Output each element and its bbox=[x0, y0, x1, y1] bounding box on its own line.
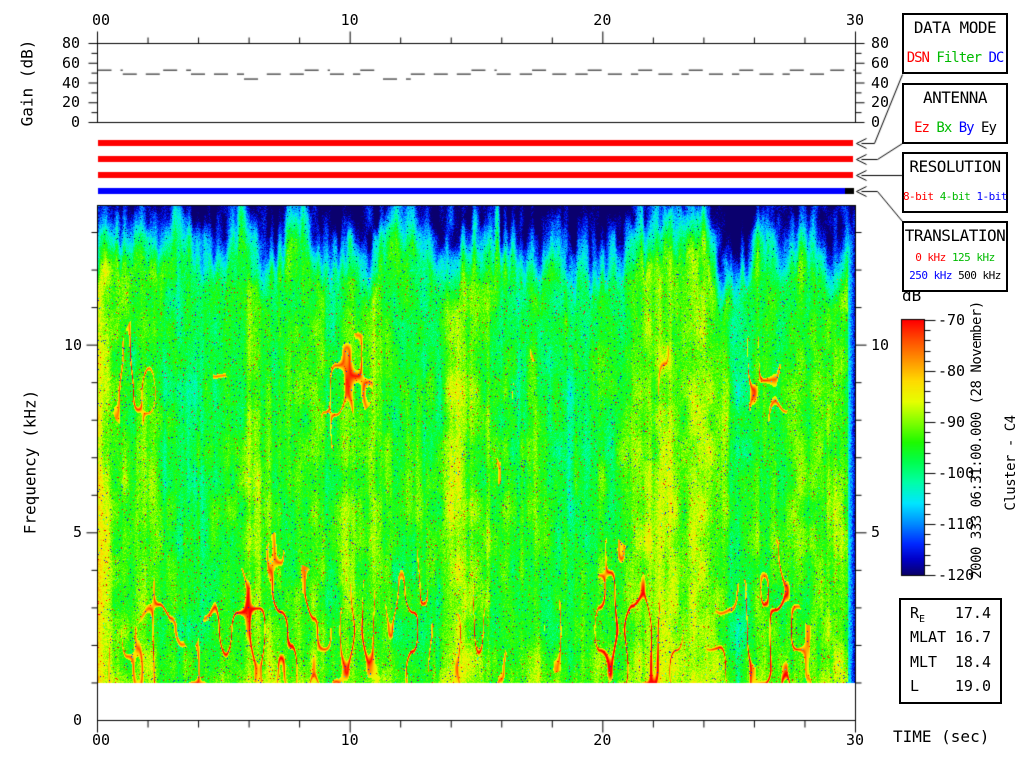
gain-ytick-label-left: 80 bbox=[61, 34, 80, 52]
resolution-title: RESOLUTION bbox=[909, 157, 1001, 176]
colorbar-tick-label: -70 bbox=[938, 311, 966, 329]
ephemeris-row: RE 17.4 bbox=[901, 604, 1000, 625]
translation-option-line: 250 kHz 500 kHz bbox=[909, 267, 1001, 285]
colorbar-tick-label: -120 bbox=[938, 566, 975, 584]
freq-tick-label-left: 0 bbox=[72, 711, 82, 729]
freq-tick-label-left: 10 bbox=[63, 335, 82, 354]
ephemeris-label: MLT bbox=[910, 652, 938, 671]
ephemeris-row: MLT 18.4 bbox=[901, 653, 1000, 674]
gain-top-tick-label: 00 bbox=[91, 11, 111, 29]
freq-tick-label-right: 5 bbox=[871, 523, 881, 542]
frequency-axis-label: Frequency (kHz) bbox=[20, 389, 40, 535]
data-mode-option: Filter bbox=[936, 50, 982, 66]
antenna-box: ANTENNA Ez Bx By Ey bbox=[902, 83, 1008, 144]
time-axis-label: TIME (sec) bbox=[893, 727, 990, 746]
gain-ytick-label-left: 40 bbox=[61, 73, 80, 92]
translation-box: TRANSLATION 0 kHz 125 kHz 250 kHz 500 kHz bbox=[902, 221, 1008, 292]
resolution-options: 8-bit 4-bit 1-bit bbox=[902, 188, 1008, 206]
translation-title: TRANSLATION bbox=[904, 226, 1006, 245]
antenna-option: Ey bbox=[981, 120, 997, 136]
datetime-label: 2000 333 06:31:00.000 (28 November) bbox=[969, 301, 985, 579]
resolution-option: 1-bit bbox=[976, 190, 1008, 203]
freq-tick-label-left: 5 bbox=[72, 523, 82, 542]
ephemeris-label: L bbox=[910, 677, 920, 696]
gain-ytick-label-right: 80 bbox=[871, 34, 890, 52]
antenna-title: ANTENNA bbox=[923, 88, 987, 107]
gain-top-tick-label: 20 bbox=[593, 11, 612, 29]
ephemeris-value: 17.4 bbox=[954, 603, 991, 622]
translation-option: 125 kHz bbox=[951, 251, 995, 264]
gain-ytick-label-left: 60 bbox=[61, 53, 80, 72]
ephemeris-value: 16.7 bbox=[954, 628, 991, 647]
colorbar-tick-label: -100 bbox=[938, 464, 975, 482]
time-tick-label: 30 bbox=[845, 731, 865, 749]
resolution-box: RESOLUTION 8-bit 4-bit 1-bit bbox=[902, 152, 1008, 213]
ephemeris-value: 18.4 bbox=[954, 652, 991, 671]
antenna-option: Ez bbox=[914, 120, 930, 136]
gain-ytick-label-right: 0 bbox=[871, 113, 881, 131]
gain-ytick-label-left: 20 bbox=[61, 93, 80, 112]
spacecraft-label: Cluster - C4 bbox=[1003, 415, 1019, 511]
resolution-option: 8-bit bbox=[902, 190, 934, 203]
translation-option: 250 kHz bbox=[909, 269, 952, 282]
antenna-option-line: Ez Bx By Ey bbox=[914, 120, 997, 137]
antenna-options: Ez Bx By Ey bbox=[904, 120, 1006, 137]
translation-option-line: 0 kHz 125 kHz bbox=[915, 249, 995, 267]
resolution-option-line: 8-bit 4-bit 1-bit bbox=[902, 188, 1008, 206]
colorbar-tick-label: -110 bbox=[938, 515, 975, 533]
ephemeris-row: L 19.0 bbox=[901, 677, 1000, 698]
antenna-option: Bx bbox=[936, 120, 952, 136]
freq-tick-label-right: 10 bbox=[871, 335, 890, 354]
data-mode-option: DC bbox=[988, 50, 1004, 66]
gain-top-tick-label: 10 bbox=[340, 11, 359, 29]
translation-option: 0 kHz bbox=[915, 251, 946, 264]
time-tick-label: 00 bbox=[91, 731, 111, 749]
gain-axis-label: Gain (dB) bbox=[17, 39, 37, 127]
gain-ytick-label-left: 0 bbox=[70, 113, 80, 131]
gain-ytick-label-right: 60 bbox=[871, 53, 890, 72]
data-mode-title: DATA MODE bbox=[913, 18, 997, 37]
ephemeris-label: RE bbox=[910, 603, 926, 625]
data-mode-option: DSN bbox=[906, 50, 930, 66]
gain-ytick-label-right: 40 bbox=[871, 73, 890, 92]
gain-ytick-label-right: 20 bbox=[871, 93, 890, 112]
ephemeris-row: MLAT 16.7 bbox=[901, 628, 1000, 649]
colorbar-tick-label: -80 bbox=[938, 362, 966, 380]
colorbar-tick-label: -90 bbox=[938, 413, 966, 431]
data-mode-box: DATA MODE DSN Filter DC bbox=[902, 13, 1008, 74]
ephemeris-label: MLAT bbox=[910, 628, 947, 647]
time-tick-label: 20 bbox=[593, 731, 612, 749]
data-mode-options: DSN Filter DC bbox=[904, 50, 1006, 67]
resolution-option: 4-bit bbox=[939, 190, 971, 203]
ephemeris-value: 19.0 bbox=[954, 677, 991, 696]
translation-option: 500 kHz bbox=[958, 269, 1001, 282]
antenna-option: By bbox=[958, 120, 975, 136]
time-tick-label: 10 bbox=[340, 731, 359, 749]
ephemeris-box: RE 17.4 MLAT 16.7 MLT 18.4 L 19.0 bbox=[899, 598, 1002, 704]
translation-options: 0 kHz 125 kHz 250 kHz 500 kHz bbox=[904, 249, 1006, 285]
gain-top-tick-label: 30 bbox=[845, 11, 865, 29]
data-mode-option-line: DSN Filter DC bbox=[906, 50, 1005, 67]
